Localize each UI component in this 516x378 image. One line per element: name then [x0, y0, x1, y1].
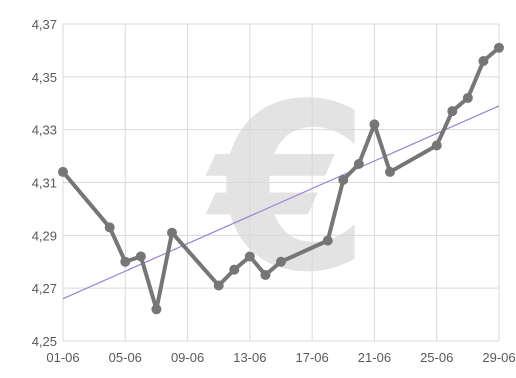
x-tick-label: 13-06 — [233, 350, 266, 365]
data-point — [135, 251, 146, 262]
y-tick-label: 4,33 — [32, 123, 57, 138]
data-point — [338, 174, 349, 185]
data-point — [260, 269, 271, 280]
x-tick-label: 17-06 — [296, 350, 329, 365]
y-tick-label: 4,37 — [32, 17, 57, 32]
y-tick-label: 4,25 — [32, 334, 57, 349]
axis-labels: 4,25 4,27 4,29 4,31 4,33 4,35 4,37 01-06 05-06 09… — [32, 17, 516, 365]
y-tick-label: 4,31 — [32, 176, 57, 191]
x-tick-label: 05-06 — [109, 350, 142, 365]
x-tick-label: 01-06 — [46, 350, 79, 365]
data-point — [478, 55, 489, 66]
trendline — [62, 105, 500, 300]
x-tick-label: 29-06 — [482, 350, 515, 365]
x-tick-label: 21-06 — [358, 350, 391, 365]
data-point — [431, 140, 442, 151]
y-tick-label: 4,35 — [32, 70, 57, 85]
data-point — [276, 256, 286, 267]
trendline-layer — [62, 105, 500, 300]
x-tick-label: 25-06 — [420, 350, 453, 365]
data-point — [104, 222, 115, 233]
x-tick-label: 09-06 — [171, 350, 204, 365]
data-point — [322, 235, 333, 246]
data-point — [385, 166, 395, 177]
y-tick-label: 4,29 — [32, 228, 57, 243]
data-point — [462, 92, 473, 103]
data-point — [213, 280, 224, 291]
data-point — [167, 227, 177, 238]
series-layer — [58, 42, 504, 315]
data-point — [447, 106, 458, 117]
data-point — [494, 42, 504, 53]
data-point — [120, 256, 131, 267]
data-point — [353, 159, 364, 170]
y-tick-label: 4,27 — [32, 281, 57, 296]
data-point — [229, 264, 240, 275]
data-point — [244, 251, 255, 262]
data-point — [58, 166, 68, 177]
grid — [62, 23, 500, 342]
data-point — [369, 119, 380, 130]
data-point — [151, 304, 162, 315]
euro-watermark: € — [205, 56, 370, 323]
